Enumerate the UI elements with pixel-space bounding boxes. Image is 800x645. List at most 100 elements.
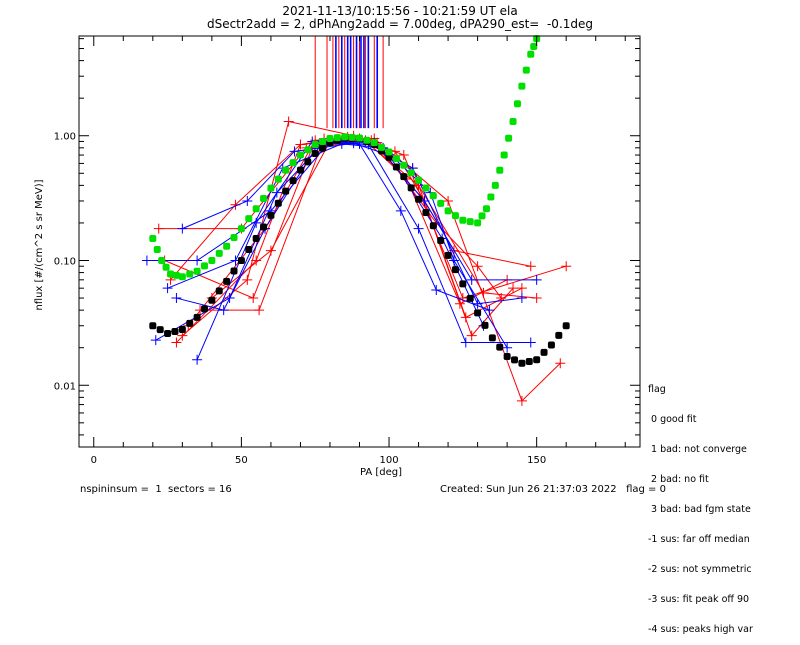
trace-blue-point [242,195,253,206]
trace-red-line [170,136,531,281]
legend-item: 1 bad: not converge [648,444,747,455]
fit-dot [304,158,312,166]
x-tick-label: 100 [379,455,398,466]
model-dot [326,135,334,143]
fit-dot [400,173,408,181]
y-tick-label: 1.00 [54,132,76,143]
trace-red-point [283,116,294,127]
trace-blue-point [218,305,229,316]
trace-red-point [466,330,477,341]
model-dot [186,270,194,278]
trace-red-point [248,293,259,304]
model-dot [172,271,180,279]
model-dot [378,143,386,151]
model-dot [319,138,327,146]
fit-dot [415,195,423,203]
model-dot [422,184,430,192]
fit-dot [156,326,164,334]
legend-item: 0 good fit [648,414,697,425]
model-dot [451,212,459,220]
fit-dot [540,348,548,356]
fit-dot [230,267,238,275]
trace-red-point [443,195,454,206]
legend-title: flag [648,384,666,395]
model-dot [230,233,238,241]
model-dot [223,242,231,250]
trace-red-point [525,261,536,272]
trace-blue-point [289,146,300,157]
trace-blue-point [177,223,188,234]
fit-dot [459,280,467,288]
model-dot [518,82,526,90]
model-dot [237,225,245,233]
model-dot [356,134,363,142]
trace-blue-point [502,342,513,353]
fit-dot [451,266,459,274]
model-dot [400,161,408,169]
fit-dot [533,356,541,364]
fit-dot [437,237,445,245]
trace-blue-line [176,140,522,311]
trace-blue-point [192,354,203,365]
footer-spin-info: nspininsum = 1 sectors = 16 [80,484,232,495]
model-dot [296,151,304,159]
model-dot [274,175,282,183]
fit-dot [562,322,570,330]
model-dot [478,212,486,220]
model-dot [496,166,504,174]
model-dot [215,249,223,257]
fit-dot [511,356,519,364]
fit-dot [296,166,304,174]
x-axis-label: PA [deg] [360,467,403,478]
axes-layer: 0 50 100 150 0.01 0.10 1.00 [54,35,641,466]
fit-dot [274,199,282,207]
trace-red-point [171,337,182,348]
trace-red-point [398,150,409,161]
trace-blue-point [431,285,442,296]
model-dot [158,256,166,264]
fit-dot [444,251,452,259]
fit-dot [208,296,216,304]
trace-red-point [457,293,468,304]
model-dot [333,134,341,142]
fit-dot [282,187,290,195]
trace-blue-point [192,255,203,266]
model-dot [444,207,452,215]
model-dot [252,205,260,213]
fit-dot [407,184,415,192]
model-dot [208,256,216,264]
fit-dot [429,222,437,230]
fit-dot [392,163,400,171]
fit-dot [525,358,533,366]
model-dot [260,194,268,202]
model-dot [363,136,371,144]
fit-dot [311,150,319,158]
trace-blue-line [146,140,537,281]
trace-red-point [531,293,542,304]
fit-dot [503,353,511,361]
trace-red-point [478,287,489,298]
curves-layer [149,35,570,367]
fit-dot [164,329,172,337]
trace-red-line [200,137,523,319]
fit-dot [215,287,223,295]
model-dot [178,273,186,281]
chart-subtitle: dSectr2add = 2, dPhAng2add = 7.00deg, dP… [206,17,594,31]
trace-blue-point [150,335,161,346]
model-dot [167,270,175,278]
trace-blue-point [460,337,471,348]
x-tick-label: 50 [235,455,248,466]
trace-red-point [460,312,471,323]
model-dot [522,66,530,74]
model-dot [407,169,415,177]
fit-dot [186,319,194,327]
fit-dot [260,223,268,231]
trace-red-point [516,283,527,294]
model-dot [487,193,495,201]
trace-red-point [153,223,164,234]
chart-title: 2021-11-13/10:15:56 - 10:21:59 UT ela [282,4,518,18]
legend-item: 3 bad: bad fgm state [648,504,751,515]
trace-red-point [516,395,527,406]
model-dot [392,155,400,163]
y-tick-label: 0.01 [54,381,76,392]
